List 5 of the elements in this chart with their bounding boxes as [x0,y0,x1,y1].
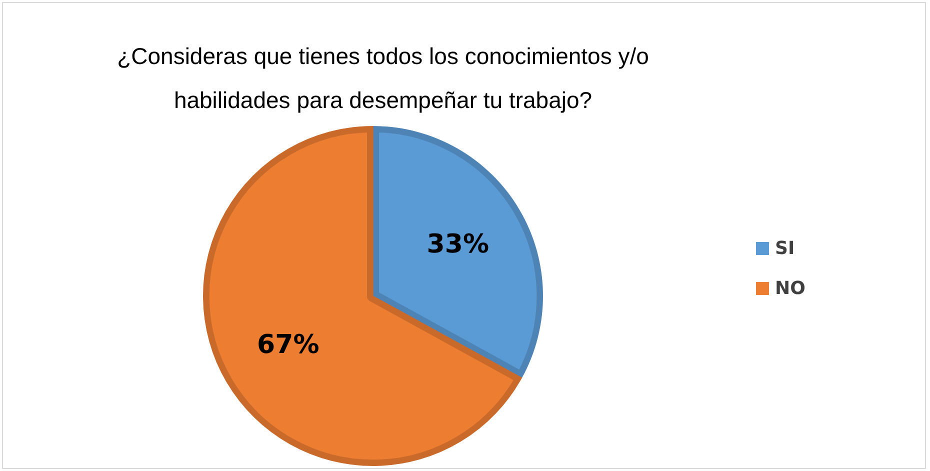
legend-label: SI [775,238,795,258]
data-label: 33% [426,230,489,260]
chart-title: ¿Consideras que tienes todos los conocimientos y/o habilidades para desempeñar tu trabajo? [116,42,650,115]
data-label: 67% [257,330,320,360]
legend-label: NO [775,278,806,298]
